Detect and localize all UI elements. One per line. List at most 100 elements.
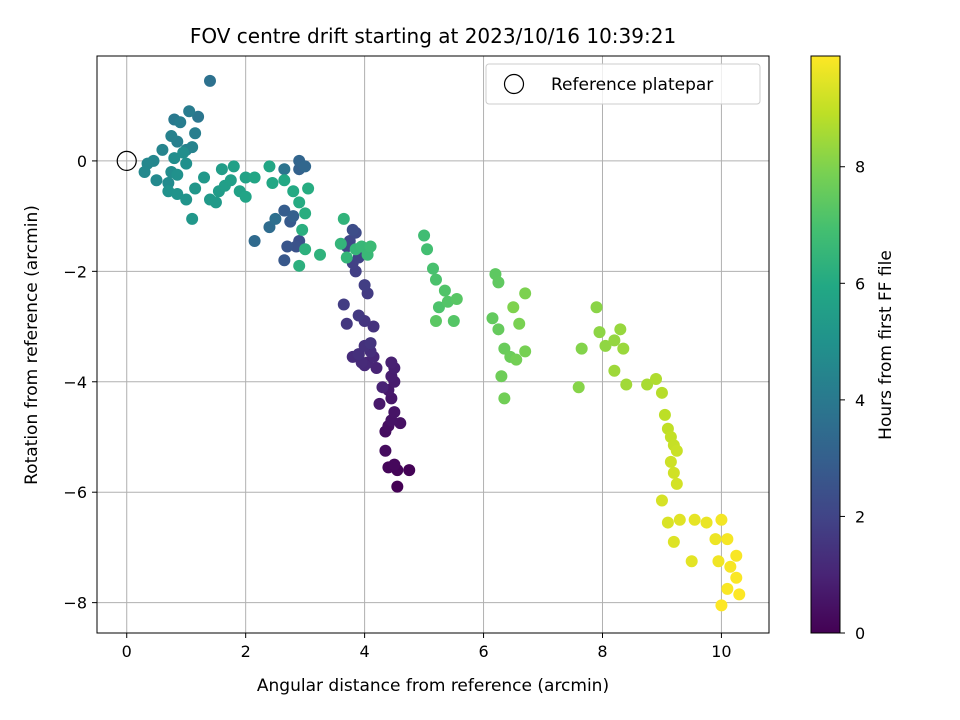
data-point: [712, 555, 725, 568]
data-point: [224, 174, 237, 187]
reference-platepar-marker: [116, 150, 137, 172]
data-point: [180, 193, 193, 206]
data-point: [667, 535, 680, 548]
data-point: [429, 273, 442, 286]
data-point: [730, 549, 743, 562]
data-point: [299, 243, 312, 256]
data-point: [486, 312, 499, 325]
data-point: [198, 171, 211, 184]
data-point: [388, 406, 401, 419]
y-axis: 0 −2 −4 −6 −8: [63, 152, 97, 613]
data-point: [388, 458, 401, 471]
data-point: [450, 292, 463, 305]
data-point: [421, 243, 434, 256]
data-point: [364, 240, 377, 253]
reference-marker-group: [116, 150, 137, 172]
legend: Reference platepar: [485, 63, 761, 105]
data-point: [278, 254, 291, 267]
data-point: [688, 513, 701, 526]
data-point: [340, 317, 353, 330]
legend-box: [485, 63, 761, 105]
data-point: [355, 240, 368, 253]
data-point: [685, 555, 698, 568]
data-point: [379, 444, 392, 457]
data-point: [186, 212, 199, 225]
data-point: [498, 342, 511, 355]
colorbar-tick-label: 6: [855, 274, 865, 293]
data-point: [171, 168, 184, 181]
data-point: [215, 163, 228, 176]
data-point: [620, 378, 633, 391]
data-point: [608, 364, 621, 377]
data-point: [617, 342, 630, 355]
data-point: [177, 146, 190, 159]
data-point: [724, 560, 737, 573]
data-point: [655, 386, 668, 399]
data-point: [293, 196, 306, 209]
y-tick-label: 0: [77, 152, 87, 171]
data-point: [352, 348, 365, 361]
data-point: [337, 298, 350, 311]
data-point: [293, 259, 306, 272]
y-tick-label: −4: [63, 373, 87, 392]
data-point: [266, 176, 279, 189]
data-point: [721, 582, 734, 595]
data-point: [287, 185, 300, 198]
data-point: [519, 287, 532, 300]
data-point: [278, 174, 291, 187]
data-point: [432, 301, 445, 314]
data-point: [447, 315, 460, 328]
data-point: [352, 309, 365, 322]
data-point: [673, 513, 686, 526]
data-point: [507, 301, 520, 314]
data-point: [427, 262, 439, 275]
colorbar-tick-label: 2: [855, 507, 865, 526]
data-point: [203, 74, 216, 87]
data-point: [700, 516, 713, 529]
data-point: [667, 466, 680, 479]
x-axis: 0 2 4 6 8 10: [122, 633, 732, 661]
data-point: [171, 188, 184, 201]
data-point: [281, 240, 294, 253]
data-point: [658, 408, 671, 421]
data-point: [495, 370, 508, 383]
data-point: [721, 533, 734, 546]
data-point: [299, 207, 312, 220]
data-point: [189, 127, 202, 140]
data-points: [138, 74, 746, 612]
data-point: [269, 212, 282, 225]
colorbar: [810, 55, 841, 634]
x-tick-label: 8: [597, 642, 607, 661]
data-point: [572, 381, 585, 394]
data-point: [248, 234, 261, 247]
data-point: [168, 152, 181, 165]
x-axis-label: Angular distance from reference (arcmin): [257, 676, 609, 696]
data-point: [599, 339, 612, 352]
data-point: [608, 334, 621, 347]
data-point: [715, 599, 728, 612]
data-point: [498, 392, 511, 405]
data-point: [364, 337, 377, 350]
data-point: [346, 223, 359, 236]
x-tick-label: 0: [122, 642, 132, 661]
data-point: [367, 320, 380, 333]
data-point: [174, 116, 187, 129]
y-tick-label: −8: [63, 594, 87, 613]
data-point: [239, 190, 252, 203]
data-point: [337, 212, 350, 225]
y-tick-label: −2: [63, 262, 87, 281]
data-point: [358, 279, 371, 292]
data-point: [186, 141, 199, 154]
data-point: [156, 143, 169, 156]
data-point: [670, 477, 683, 490]
colorbar-tick-label: 0: [855, 624, 865, 643]
data-point: [314, 248, 327, 261]
data-point: [263, 160, 276, 173]
data-point: [641, 378, 654, 391]
plot-frame: [96, 55, 770, 634]
data-point: [733, 588, 746, 601]
data-point: [239, 171, 252, 184]
x-tick-label: 6: [478, 642, 488, 661]
data-point: [189, 182, 202, 195]
